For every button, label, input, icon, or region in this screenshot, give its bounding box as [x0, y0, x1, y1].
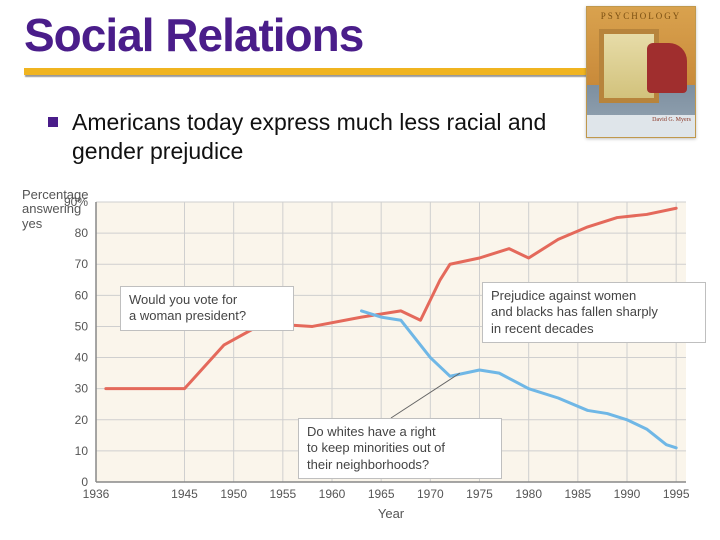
svg-text:1985: 1985	[564, 487, 591, 501]
svg-text:20: 20	[75, 413, 89, 427]
svg-text:10: 10	[75, 444, 89, 458]
svg-text:1995: 1995	[663, 487, 690, 501]
svg-text:1970: 1970	[417, 487, 444, 501]
svg-text:1975: 1975	[466, 487, 493, 501]
slide-title: Social Relations	[24, 8, 363, 62]
summary-callout: Prejudice against womenand blacks has fa…	[482, 282, 706, 343]
bullet-text: Americans today express much less racial…	[72, 108, 608, 166]
svg-text:1965: 1965	[368, 487, 395, 501]
svg-text:30: 30	[75, 382, 89, 396]
svg-text:70: 70	[75, 257, 89, 271]
svg-text:Year: Year	[378, 506, 405, 520]
svg-text:50: 50	[75, 319, 89, 333]
svg-text:1955: 1955	[269, 487, 296, 501]
book-title: PSYCHOLOGY	[587, 11, 695, 21]
book-chair-art	[647, 43, 687, 93]
svg-text:1960: 1960	[319, 487, 346, 501]
svg-text:1936: 1936	[83, 487, 110, 501]
svg-text:60: 60	[75, 288, 89, 302]
svg-text:90%: 90%	[64, 195, 88, 209]
svg-text:1950: 1950	[220, 487, 247, 501]
bullet-marker	[48, 117, 58, 127]
svg-text:1990: 1990	[614, 487, 641, 501]
svg-text:80: 80	[75, 226, 89, 240]
bullet-item: Americans today express much less racial…	[48, 108, 608, 166]
woman-president-callout: Would you vote fora woman president?	[120, 286, 294, 331]
svg-text:40: 40	[75, 351, 89, 365]
minorities-callout: Do whites have a rightto keep minorities…	[298, 418, 502, 479]
svg-text:1945: 1945	[171, 487, 198, 501]
svg-text:1980: 1980	[515, 487, 542, 501]
